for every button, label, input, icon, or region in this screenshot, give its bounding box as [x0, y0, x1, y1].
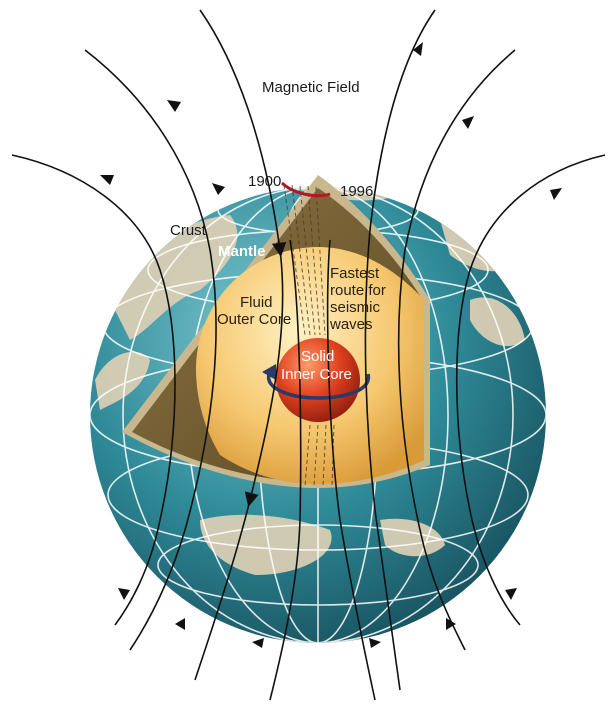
- field-arrowheads: [100, 42, 562, 648]
- mantle-label: Mantle: [218, 243, 266, 260]
- fastest-route-label-3: seismic: [330, 299, 381, 316]
- outer-core-label-1: Fluid: [240, 294, 273, 311]
- crust-label: Crust: [170, 222, 207, 239]
- inner-core-label-1: Solid: [301, 348, 334, 365]
- outer-core-label-2: Outer Core: [217, 311, 291, 328]
- inner-core: [276, 338, 360, 422]
- year-1900-label: 1900: [248, 173, 281, 190]
- year-1996-label: 1996: [340, 183, 373, 200]
- pole-shift-arc: [280, 181, 331, 198]
- magnetic-field-lines: [11, 9, 606, 701]
- seismic-wave-route: [283, 184, 335, 487]
- magnetic-field-label: Magnetic Field: [262, 79, 360, 96]
- inner-core-label-2: Inner Core: [281, 366, 352, 383]
- fastest-route-label-4: waves: [329, 316, 373, 333]
- fastest-route-label-2: route for: [330, 282, 386, 299]
- fastest-route-label-1: Fastest: [330, 265, 380, 282]
